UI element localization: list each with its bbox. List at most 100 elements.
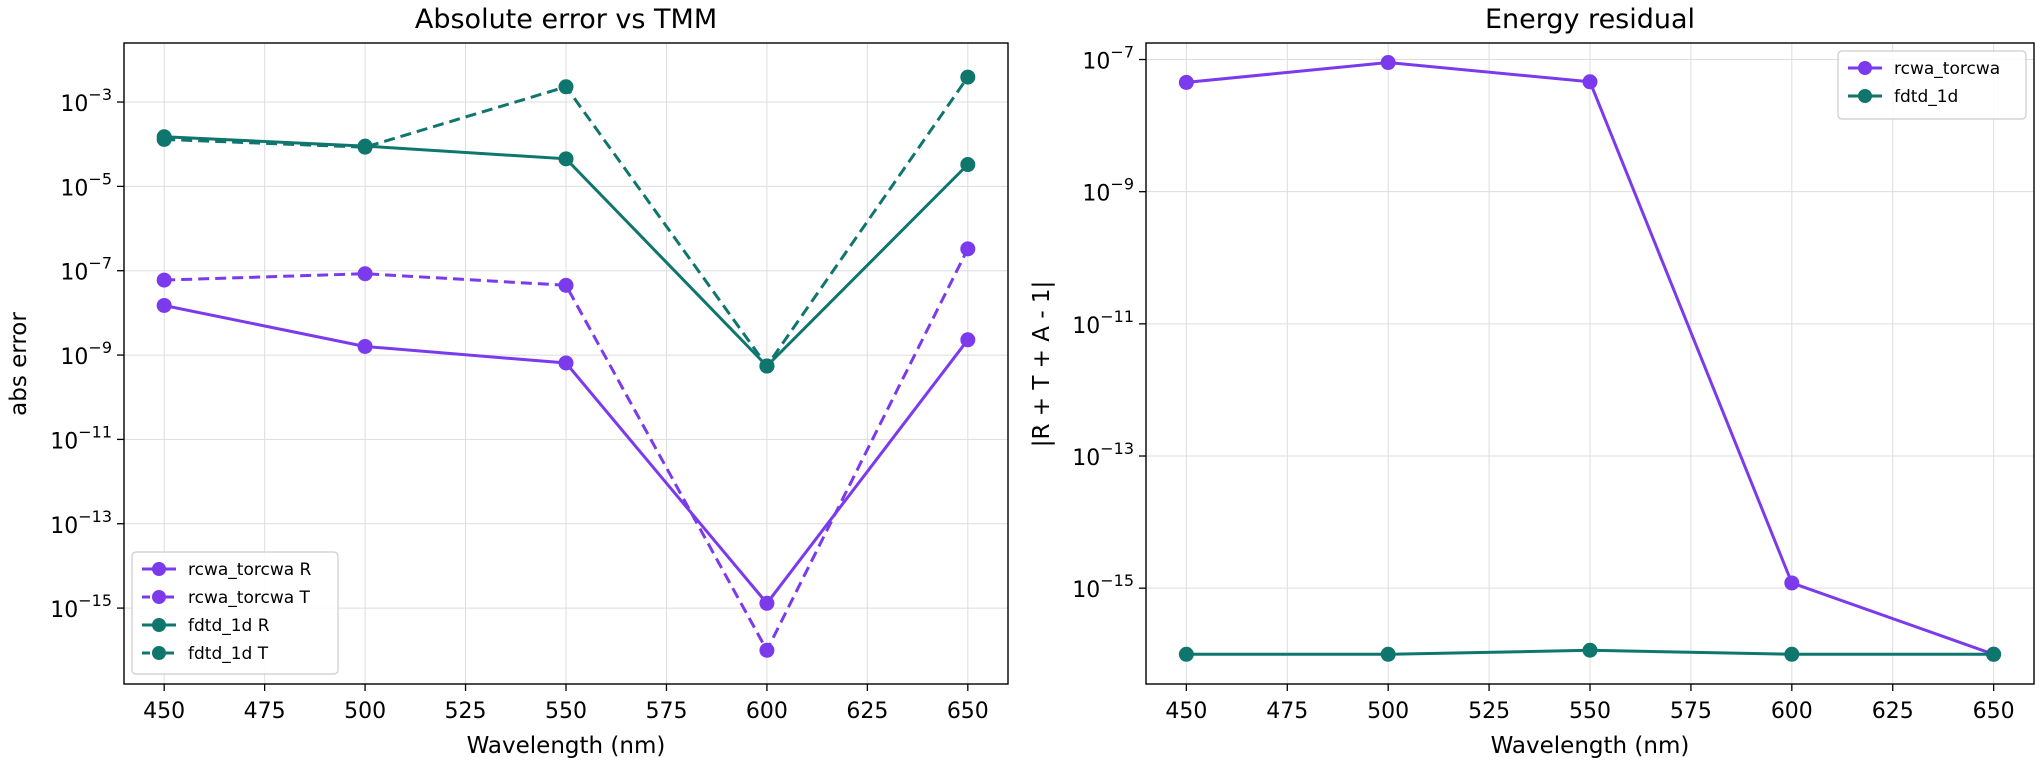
data-point	[1582, 74, 1598, 90]
y-tick-exponent: −15	[78, 591, 112, 610]
data-point	[357, 266, 373, 282]
y-tick-base: 10	[50, 514, 78, 539]
data-point	[759, 642, 775, 658]
legend-marker	[152, 590, 166, 604]
y-tick-label: 10−7	[1082, 43, 1134, 75]
legend-marker	[1858, 61, 1872, 75]
x-axis-label: Wavelength (nm)	[1491, 733, 1690, 759]
legend-marker	[1858, 89, 1872, 103]
data-point	[759, 358, 775, 374]
legend: rcwa_torcwa fdtd_1d	[1837, 50, 2027, 120]
data-point	[960, 332, 976, 348]
plot-area	[156, 69, 976, 658]
y-tick-label: 10−7	[60, 254, 112, 286]
legend-marker	[152, 646, 166, 660]
legend-item: rcwa_torcwa T	[142, 588, 311, 608]
y-tick-base: 10	[60, 345, 88, 370]
y-tick-label: 10−15	[50, 591, 112, 623]
x-tick-label: 625	[846, 699, 888, 724]
legend-marker	[152, 562, 166, 576]
y-tick-label: 10−3	[60, 85, 112, 117]
y-tick-exponent: −3	[88, 85, 112, 104]
legend-label: rcwa_torcwa R	[188, 560, 312, 580]
x-tick-label: 450	[1165, 699, 1207, 724]
y-tick-base: 10	[1082, 182, 1110, 207]
legend-label: rcwa_torcwa	[1894, 59, 2000, 79]
series-fdtd-1d	[1178, 642, 2002, 662]
legend-label: fdtd_1d R	[188, 616, 270, 636]
legend-box	[131, 551, 339, 675]
y-tick-exponent: −11	[78, 422, 112, 441]
data-point	[1178, 646, 1194, 662]
y-tick-base: 10	[60, 92, 88, 117]
x-axis: 450 475 500 525 550 575 600 625 650	[143, 684, 989, 724]
y-tick-label: 10−9	[60, 338, 112, 370]
x-tick-label: 500	[1367, 699, 1409, 724]
data-point	[960, 157, 976, 173]
data-point	[558, 151, 574, 167]
y-tick-label: 10−15	[1072, 571, 1134, 603]
x-tick-label: 650	[947, 699, 989, 724]
x-axis-label: Wavelength (nm)	[467, 733, 666, 759]
energy-residual-panel: Energy residual Wavelength (nm) |R + T +…	[1029, 4, 2035, 759]
y-tick-exponent: −13	[1100, 439, 1134, 458]
data-point	[558, 277, 574, 293]
y-tick-base: 10	[60, 176, 88, 201]
y-tick-base: 10	[1072, 314, 1100, 339]
x-tick-label: 475	[244, 699, 286, 724]
x-tick-label: 450	[143, 699, 185, 724]
x-tick-label: 575	[645, 699, 687, 724]
y-tick-exponent: −9	[1110, 175, 1134, 194]
legend-item: fdtd_1d	[1848, 87, 1958, 107]
data-point	[1380, 55, 1396, 71]
legend-item: fdtd_1d R	[142, 616, 270, 636]
x-axis: 450 475 500 525 550 575 600 625 650	[1165, 684, 2015, 724]
plot-area	[1178, 55, 2002, 662]
x-tick-label: 475	[1266, 699, 1308, 724]
y-axis-label: |R + T + A - 1|	[1029, 281, 1055, 448]
y-tick-exponent: −9	[88, 338, 112, 357]
y-tick-label: 10−5	[60, 169, 112, 201]
legend-item: fdtd_1d T	[142, 644, 269, 664]
x-tick-label: 625	[1872, 699, 1914, 724]
y-tick-exponent: −7	[88, 254, 112, 273]
y-axis-label: abs error	[6, 312, 32, 416]
data-point	[1784, 575, 1800, 591]
x-tick-label: 525	[1468, 699, 1510, 724]
y-tick-base: 10	[50, 598, 78, 623]
legend-marker	[152, 618, 166, 632]
data-point	[357, 338, 373, 354]
legend-item: rcwa_torcwa	[1848, 59, 2000, 79]
x-tick-label: 550	[1569, 699, 1611, 724]
data-point	[156, 131, 172, 147]
data-point	[1986, 646, 2002, 662]
x-tick-label: 575	[1670, 699, 1712, 724]
y-tick-base: 10	[50, 429, 78, 454]
legend-label: fdtd_1d T	[188, 644, 269, 664]
x-tick-label: 600	[1771, 699, 1813, 724]
y-tick-exponent: −5	[88, 169, 112, 188]
data-point	[759, 595, 775, 611]
x-tick-label: 500	[344, 699, 386, 724]
y-tick-base: 10	[1072, 578, 1100, 603]
y-tick-base: 10	[1072, 446, 1100, 471]
legend-label: fdtd_1d	[1894, 87, 1958, 107]
data-point	[357, 139, 373, 155]
data-point	[1784, 646, 1800, 662]
y-tick-label: 10−11	[50, 422, 112, 454]
x-tick-label: 550	[545, 699, 587, 724]
data-point	[1380, 646, 1396, 662]
y-tick-label: 10−13	[1072, 439, 1134, 471]
y-tick-exponent: −7	[1110, 43, 1134, 62]
chart-title: Energy residual	[1485, 4, 1695, 35]
data-point	[156, 297, 172, 313]
data-point	[960, 241, 976, 257]
grid	[1146, 43, 2034, 684]
data-point	[558, 79, 574, 95]
data-point	[1582, 642, 1598, 658]
data-point	[558, 355, 574, 371]
data-point	[960, 69, 976, 85]
